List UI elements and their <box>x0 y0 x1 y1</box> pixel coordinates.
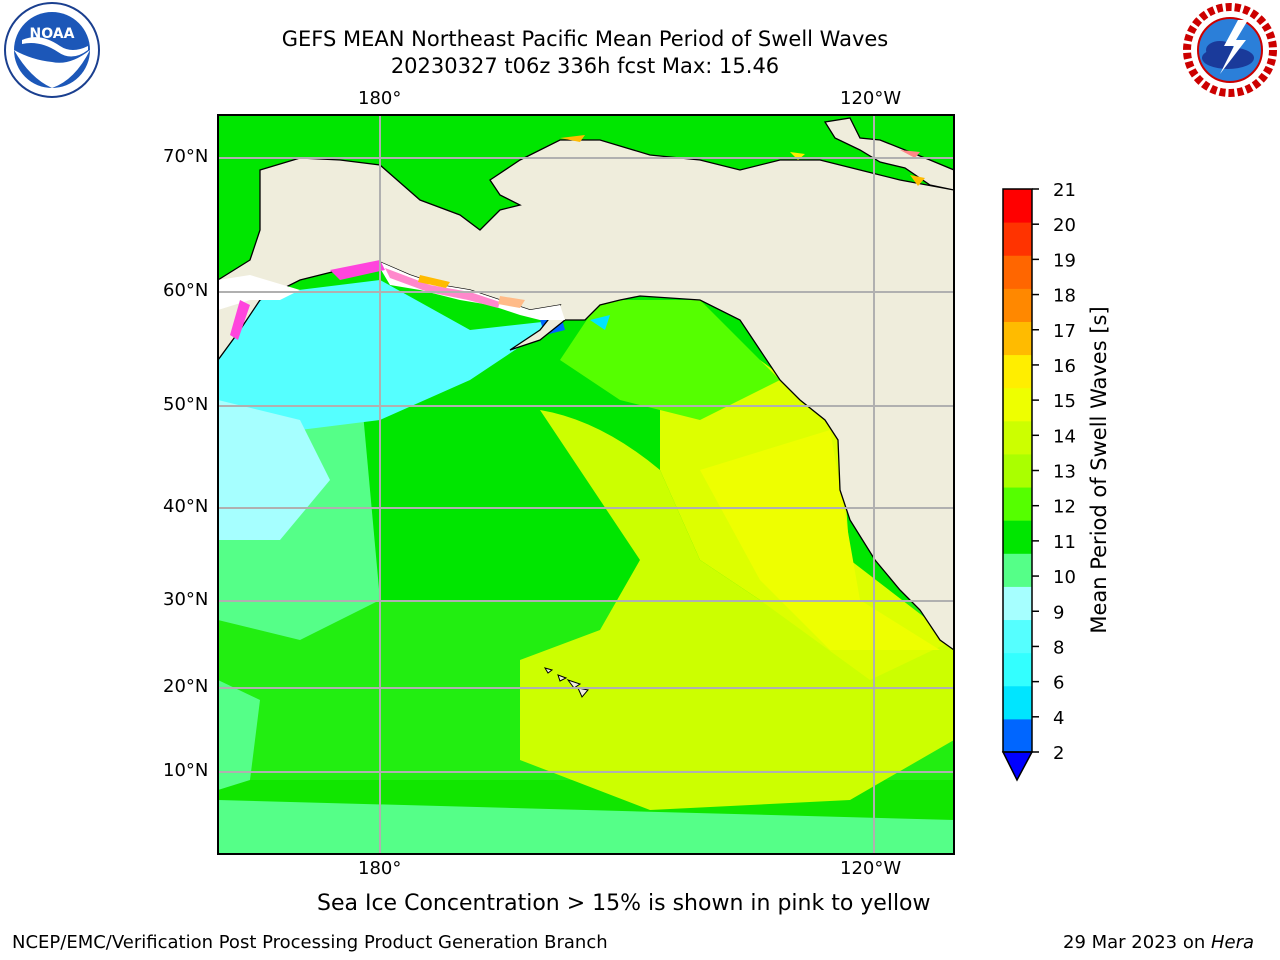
sea-ice-caption: Sea Ice Concentration > 15% is shown in … <box>317 891 931 916</box>
colorbar-block <box>1003 586 1032 621</box>
colorbar-tick-label: 11 <box>1053 532 1076 553</box>
colorbar-block <box>1003 354 1032 389</box>
colorbar-tick-label: 16 <box>1053 356 1076 377</box>
x-tick-top-180: 180° <box>358 88 402 109</box>
colorbar-block <box>1003 553 1032 587</box>
y-tick-50n: 50°N <box>163 394 209 415</box>
colorbar-block <box>1003 453 1032 488</box>
y-tick-40n: 40°N <box>163 496 209 517</box>
footer-credit: NCEP/EMC/Verification Post Processing Pr… <box>12 932 608 953</box>
chart-subtitle: 20230327 t06z 336h fcst Max: 15.46 <box>390 54 780 78</box>
colorbar-tick-label: 19 <box>1053 250 1076 271</box>
colorbar-tick-label: 14 <box>1053 426 1076 447</box>
colorbar-block <box>1003 487 1032 521</box>
colorbar-ticks: 2 4 6 8 9 10 11 12 13 14 15 16 17 18 19 20 21 <box>1032 180 1076 764</box>
colorbar-block <box>1003 222 1032 256</box>
colorbar-tick-label: 12 <box>1053 497 1076 518</box>
colorbar-tick-label: 18 <box>1053 286 1076 307</box>
footer-date: 29 Mar 2023 on Hera <box>1063 932 1254 953</box>
colorbar-tick-label: 17 <box>1053 321 1076 342</box>
colorbar-block <box>1003 619 1032 654</box>
y-tick-10n: 10°N <box>163 760 209 781</box>
colorbar-tick-label: 15 <box>1053 391 1076 412</box>
y-tick-30n: 30°N <box>163 589 209 610</box>
colorbar-block <box>1003 387 1032 422</box>
colorbar-tick-label: 6 <box>1053 673 1064 694</box>
colorbar-block <box>1003 652 1032 687</box>
y-tick-60n: 60°N <box>163 280 209 301</box>
colorbar-tick-label: 8 <box>1053 637 1064 658</box>
colorbar-block <box>1003 189 1032 223</box>
y-tick-20n: 20°N <box>163 676 209 697</box>
colorbar-tick-label: 21 <box>1053 180 1076 201</box>
footer-host: Hera <box>1210 932 1255 953</box>
svg-text:NOAA: NOAA <box>30 26 75 42</box>
chart-title: GEFS MEAN Northeast Pacific Mean Period … <box>281 27 889 51</box>
map-border <box>217 114 955 855</box>
colorbar-block <box>1003 718 1032 753</box>
footer-date-text: 29 Mar 2023 on <box>1063 932 1211 953</box>
x-tick-bottom-120w: 120°W <box>840 858 902 879</box>
colorbar-tick-label: 9 <box>1053 602 1064 623</box>
colorbar-tick-label: 4 <box>1053 708 1064 729</box>
colorbar-block <box>1003 685 1032 720</box>
colorbar-tick-label: 20 <box>1053 215 1076 236</box>
noaa-logo-icon: NOAA <box>4 2 100 98</box>
colorbar-block <box>1003 288 1032 322</box>
colorbar-extend-min <box>1001 751 1034 782</box>
colorbar-label: Mean Period of Swell Waves [s] <box>1087 306 1111 633</box>
colorbar-block <box>1003 520 1032 554</box>
colorbar-tick-label: 13 <box>1053 462 1076 483</box>
colorbar-block <box>1003 321 1032 356</box>
colorbar-block <box>1003 255 1032 289</box>
colorbar-block <box>1003 420 1032 455</box>
nws-logo-icon <box>1183 3 1277 97</box>
colorbar-tick-label: 10 <box>1053 567 1076 588</box>
colorbar-blocks <box>1003 189 1032 753</box>
colorbar-tick-label: 2 <box>1053 743 1064 764</box>
x-tick-bottom-180: 180° <box>358 858 402 879</box>
graticule <box>218 115 954 854</box>
x-tick-top-120w: 120°W <box>840 88 902 109</box>
y-tick-70n: 70°N <box>163 146 209 167</box>
map-fields <box>218 115 954 854</box>
